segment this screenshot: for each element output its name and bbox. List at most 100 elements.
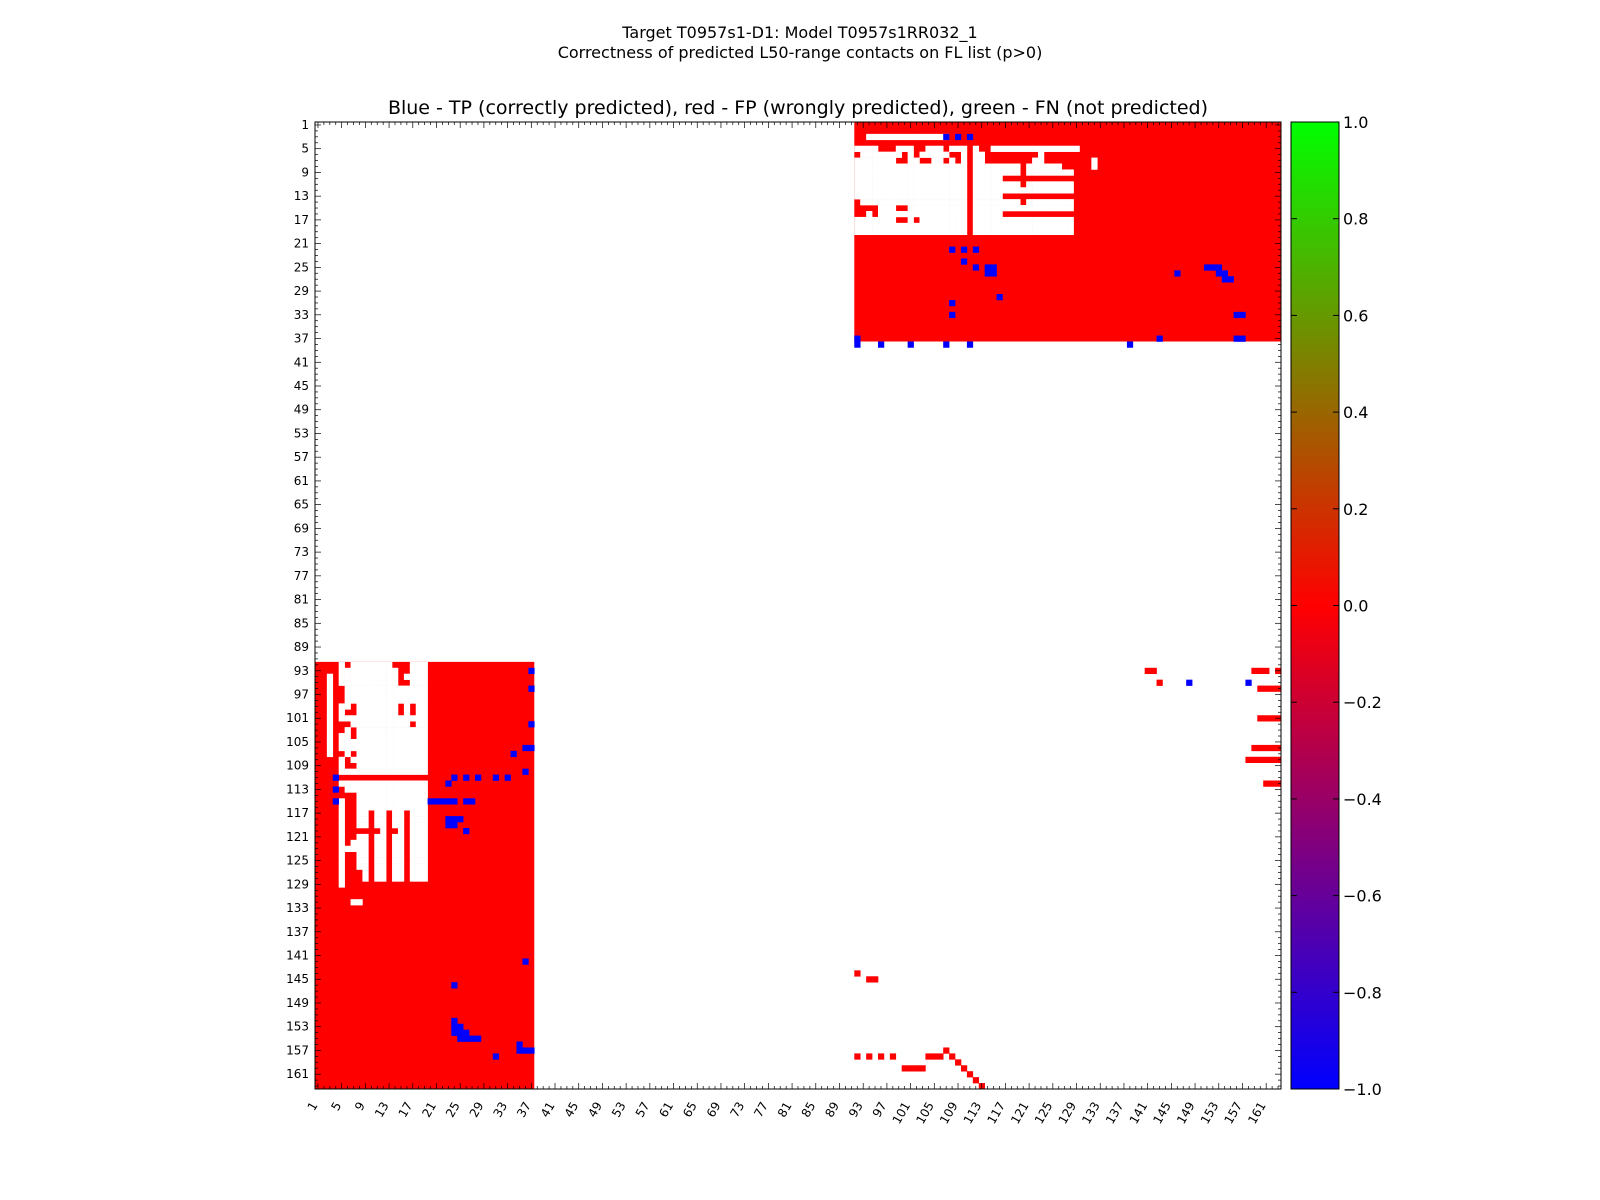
empty-cell bbox=[368, 756, 375, 764]
empty-cell bbox=[990, 210, 997, 218]
fp-cell bbox=[937, 1053, 944, 1060]
empty-cell bbox=[380, 827, 387, 835]
empty-cell bbox=[1032, 169, 1039, 176]
empty-cell bbox=[392, 715, 399, 722]
empty-cell bbox=[878, 222, 885, 230]
x-tick-label: 97 bbox=[870, 1100, 890, 1120]
tp-cell bbox=[960, 246, 968, 253]
empty-cell bbox=[397, 697, 405, 704]
empty-cell bbox=[943, 175, 950, 182]
x-tick-label: 57 bbox=[633, 1100, 653, 1120]
empty-cell bbox=[386, 697, 393, 704]
empty-cell bbox=[392, 845, 399, 852]
empty-cell bbox=[362, 727, 369, 734]
empty-cell bbox=[1032, 216, 1039, 224]
empty-cell bbox=[1032, 222, 1039, 230]
empty-cell bbox=[996, 169, 1003, 176]
empty-cell bbox=[362, 804, 369, 811]
empty-cell bbox=[356, 899, 363, 906]
fp-cell bbox=[1156, 679, 1163, 686]
tp-cell bbox=[1239, 335, 1246, 342]
empty-cell bbox=[1049, 228, 1057, 236]
x-tick-label: 125 bbox=[1032, 1100, 1056, 1127]
x-tick-label: 141 bbox=[1127, 1100, 1151, 1127]
empty-cell bbox=[866, 216, 873, 224]
empty-cell bbox=[937, 145, 944, 152]
empty-cell bbox=[1020, 222, 1027, 230]
empty-cell bbox=[931, 163, 938, 170]
empty-cell bbox=[860, 181, 867, 188]
empty-cell bbox=[996, 228, 1003, 236]
x-tick-label: 157 bbox=[1221, 1100, 1245, 1127]
empty-cell bbox=[356, 756, 363, 764]
empty-cell bbox=[397, 827, 405, 835]
empty-cell bbox=[356, 762, 363, 769]
tp-cell bbox=[475, 1035, 482, 1042]
empty-cell bbox=[907, 216, 914, 224]
tp-cell bbox=[1233, 335, 1240, 342]
empty-cell bbox=[1014, 222, 1021, 230]
empty-cell bbox=[866, 157, 873, 164]
empty-cell bbox=[889, 193, 897, 200]
y-tick-label: 105 bbox=[286, 735, 309, 749]
empty-cell bbox=[889, 175, 897, 182]
empty-cell bbox=[380, 738, 387, 746]
empty-cell bbox=[860, 187, 867, 194]
empty-cell bbox=[866, 145, 873, 152]
y-tick-label: 153 bbox=[286, 1020, 309, 1034]
empty-cell bbox=[386, 667, 393, 675]
empty-cell bbox=[937, 181, 944, 188]
fp-cell bbox=[960, 1065, 968, 1072]
tp-cell bbox=[445, 780, 452, 787]
empty-cell bbox=[978, 210, 985, 218]
colorbar-tick-label: −0.2 bbox=[1343, 693, 1382, 712]
y-tick-label: 37 bbox=[294, 332, 309, 346]
fp-cell bbox=[1263, 744, 1270, 752]
empty-cell bbox=[1026, 222, 1033, 230]
empty-cell bbox=[356, 833, 363, 841]
empty-cell bbox=[931, 222, 938, 230]
empty-cell bbox=[895, 175, 903, 182]
empty-cell bbox=[338, 715, 345, 722]
empty-cell bbox=[889, 199, 897, 206]
empty-cell bbox=[362, 839, 369, 847]
empty-cell bbox=[392, 839, 399, 847]
empty-cell bbox=[943, 151, 950, 158]
empty-cell bbox=[937, 210, 944, 218]
empty-cell bbox=[409, 851, 417, 858]
empty-cell bbox=[380, 780, 387, 787]
empty-cell bbox=[362, 792, 369, 799]
empty-cell bbox=[338, 780, 345, 787]
empty-cell bbox=[913, 228, 920, 236]
empty-cell bbox=[403, 738, 411, 746]
empty-cell bbox=[889, 181, 897, 188]
empty-cell bbox=[1026, 181, 1033, 188]
tp-cell bbox=[332, 798, 340, 805]
empty-cell bbox=[895, 193, 903, 200]
empty-cell bbox=[415, 703, 422, 710]
empty-cell bbox=[380, 792, 387, 799]
x-tick-label: 21 bbox=[419, 1100, 439, 1120]
empty-cell bbox=[925, 169, 932, 176]
tp-cell bbox=[439, 798, 446, 805]
empty-cell bbox=[380, 756, 387, 764]
empty-cell bbox=[1061, 222, 1068, 230]
empty-cell bbox=[409, 661, 417, 669]
empty-cell bbox=[415, 804, 422, 811]
empty-cell bbox=[409, 863, 417, 870]
empty-cell bbox=[972, 210, 980, 218]
empty-cell bbox=[972, 205, 980, 212]
empty-cell bbox=[403, 762, 411, 769]
empty-cell bbox=[380, 804, 387, 811]
empty-cell bbox=[1026, 228, 1033, 236]
empty-cell bbox=[1014, 169, 1021, 176]
empty-cell bbox=[949, 210, 956, 218]
empty-cell bbox=[872, 216, 879, 224]
empty-cell bbox=[356, 768, 363, 775]
empty-cell bbox=[883, 169, 891, 176]
empty-cell bbox=[955, 210, 962, 218]
empty-cell bbox=[356, 804, 363, 811]
empty-cell bbox=[403, 744, 411, 752]
empty-cell bbox=[338, 756, 345, 764]
fp-cell bbox=[907, 1065, 914, 1072]
